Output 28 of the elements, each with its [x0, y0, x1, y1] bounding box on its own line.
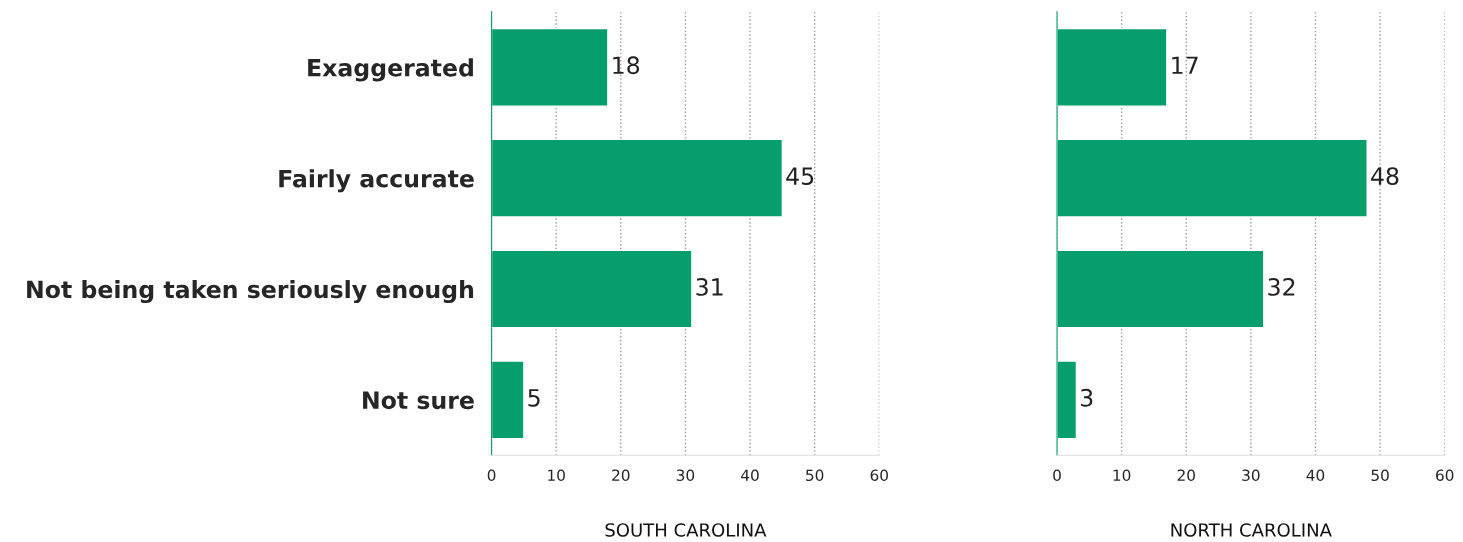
data-label: 18	[613, 56, 640, 75]
data-label: 17	[1172, 56, 1198, 74]
data-label: 48	[1371, 167, 1399, 186]
x-tick-label: 50	[1371, 469, 1389, 481]
y-tick-label: Fairly accurate	[279, 169, 474, 193]
x-tick-label: 50	[806, 469, 824, 481]
x-tick-label: 60	[870, 469, 888, 481]
x-tick-label: 60	[1436, 469, 1454, 481]
x-tick-label: 10	[1113, 469, 1131, 481]
y-tick-label: Not being taken seriously enough	[27, 280, 474, 304]
x-tick-label: 40	[741, 469, 759, 481]
x-tick-label: 40	[1306, 469, 1325, 481]
data-label: 32	[1268, 278, 1295, 296]
x-tick-label: 30	[676, 469, 695, 481]
data-label: 5	[528, 389, 540, 407]
x-axis-title: NORTH CAROLINA	[1171, 523, 1332, 537]
data-label: 31	[696, 278, 723, 296]
data-label: 3	[1080, 388, 1093, 407]
x-axis-title: SOUTH CAROLINA	[605, 523, 767, 537]
x-tick-label: 20	[612, 469, 630, 481]
x-tick-label: 0	[1053, 469, 1061, 481]
data-label: 45	[786, 167, 814, 186]
y-tick-label: Exaggerated	[308, 58, 473, 82]
y-tick-label: Not sure	[363, 391, 474, 410]
x-tick-label: 20	[1177, 469, 1195, 481]
x-tick-label: 30	[1242, 469, 1260, 481]
x-tick-label: 0	[487, 469, 496, 481]
x-tick-label: 10	[548, 469, 565, 481]
